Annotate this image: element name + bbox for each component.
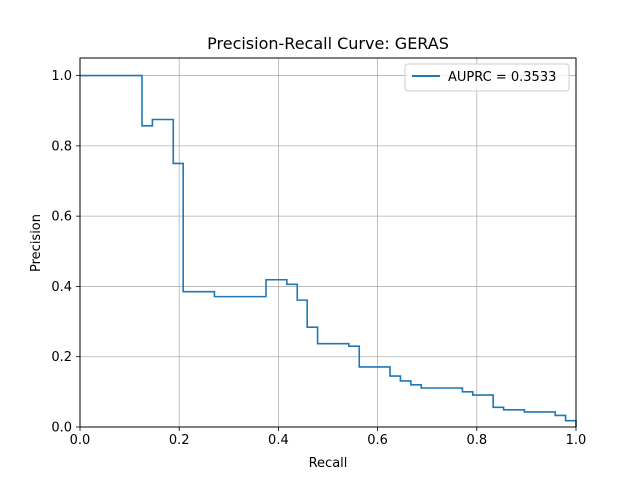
y-tick-label: 1.0 bbox=[51, 69, 72, 84]
x-tick-label: 0.6 bbox=[367, 433, 388, 448]
x-tick-label: 0.2 bbox=[169, 433, 190, 448]
chart-title: Precision-Recall Curve: GERAS bbox=[207, 34, 449, 53]
plot-area: 0.0 0.2 0.4 0.6 0.8 1.0 0.0 0.2 0.4 0.6 0.8 1.0 bbox=[51, 57, 586, 448]
x-tick-label: 0.0 bbox=[70, 433, 91, 448]
y-tick-label: 0.8 bbox=[51, 139, 72, 154]
x-tick-label: 0.8 bbox=[466, 433, 487, 448]
y-tick-label: 0.2 bbox=[51, 350, 72, 365]
y-tick-label: 0.6 bbox=[51, 210, 72, 225]
y-tick-label: 0.4 bbox=[51, 280, 72, 295]
y-axis-label: Precision bbox=[29, 214, 44, 272]
x-axis-label: Recall bbox=[309, 456, 348, 471]
pr-curve-line bbox=[80, 74, 577, 427]
x-tick-label: 0.4 bbox=[268, 433, 289, 448]
legend-label: AUPRC = 0.3533 bbox=[448, 70, 556, 85]
grid-lines bbox=[79, 58, 577, 428]
x-tick-label: 1.0 bbox=[566, 433, 587, 448]
series-layer bbox=[80, 74, 577, 427]
legend: AUPRC = 0.3533 bbox=[404, 63, 570, 92]
y-tick-label: 0.0 bbox=[51, 421, 72, 436]
legend-box bbox=[404, 63, 570, 92]
axis-ticks: 0.0 0.2 0.4 0.6 0.8 1.0 0.0 0.2 0.4 0.6 0.8 1.0 bbox=[51, 69, 586, 448]
axes-frame bbox=[79, 57, 577, 428]
